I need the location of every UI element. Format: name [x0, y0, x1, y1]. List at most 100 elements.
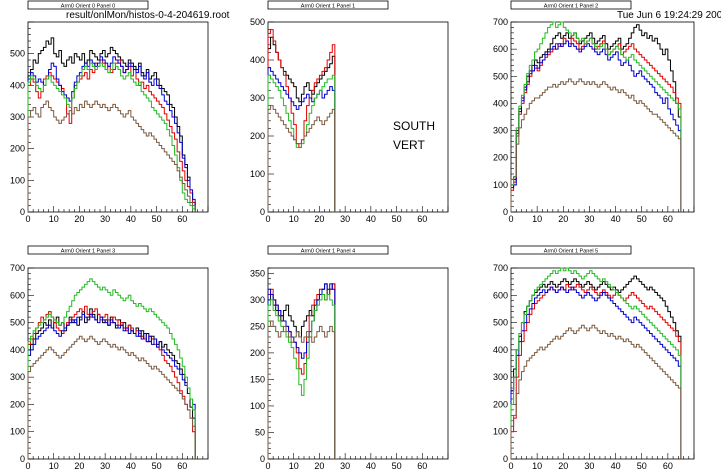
- x-tick-label: 10: [532, 461, 542, 469]
- panel-title-box: [510, 245, 632, 255]
- panel-title: Arm0 Orient 1 Panel 2: [544, 4, 598, 10]
- panel-0: Arm0 Orient 0 Panel 0 0 10 20 30 40 50 60 0 100 20…: [10, 0, 209, 224]
- y-tick-label: 100: [10, 175, 25, 185]
- x-tick-label: 30: [340, 214, 350, 224]
- histogram-series-3: [267, 74, 336, 212]
- y-tick-label: 200: [250, 348, 265, 358]
- x-tick-label: 50: [152, 461, 162, 469]
- y-tick-label: 100: [10, 427, 25, 437]
- histogram-series-2: [267, 283, 336, 459]
- panel-title: Arm0 Orient 1 Panel 1: [301, 4, 355, 10]
- y-tick-label: 600: [10, 290, 25, 300]
- vert-annotation: VERT: [393, 138, 425, 152]
- x-tick-label: 30: [584, 461, 594, 469]
- x-tick-label: 40: [611, 214, 621, 224]
- south-annotation: SOUTH: [393, 119, 435, 133]
- x-tick-label: 40: [126, 214, 136, 224]
- histogram-series-3: [510, 21, 682, 212]
- panel-title-box: [510, 0, 632, 10]
- y-tick-label: 200: [250, 131, 265, 141]
- panel-5: Arm0 Orient 1 Panel 50 10 20 30 40 50 60010020…: [493, 245, 695, 469]
- y-tick-label: 300: [250, 295, 265, 305]
- x-tick-label: 50: [637, 214, 647, 224]
- y-tick-label: 0: [20, 454, 25, 464]
- y-tick-label: 400: [10, 80, 25, 90]
- y-tick-label: 500: [10, 318, 25, 328]
- histogram-series-2: [510, 40, 682, 212]
- x-tick-label: 30: [340, 461, 350, 469]
- histogram-series-2: [27, 313, 196, 459]
- x-tick-label: 60: [177, 461, 187, 469]
- x-tick-label: 10: [49, 461, 59, 469]
- x-tick-label: 60: [177, 214, 187, 224]
- x-tick-label: 20: [314, 461, 324, 469]
- histogram-series-1: [510, 37, 682, 212]
- y-tick-label: 200: [493, 153, 508, 163]
- x-tick-label: 60: [417, 214, 427, 224]
- panel-title-box: [267, 0, 389, 10]
- y-tick-label: 700: [10, 263, 25, 273]
- x-tick-label: 40: [366, 214, 376, 224]
- y-tick-label: 400: [10, 345, 25, 355]
- y-tick-label: 700: [493, 263, 508, 273]
- panel-title-box: [27, 0, 149, 10]
- x-tick-label: 50: [637, 461, 647, 469]
- panel-title: Arm0 Orient 1 Panel 5: [544, 249, 598, 255]
- panel-2: Arm0 Orient 1 Panel 20 10 20 30 40 50 60010020…: [493, 0, 695, 224]
- x-tick-label: 10: [289, 214, 299, 224]
- y-tick-label: 400: [493, 98, 508, 108]
- panel-title-box: [27, 245, 149, 255]
- y-tick-label: 300: [10, 372, 25, 382]
- y-tick-label: 500: [250, 17, 265, 27]
- histogram-series-0: [27, 308, 196, 459]
- x-tick-label: 40: [366, 461, 376, 469]
- y-tick-label: 200: [10, 144, 25, 154]
- y-tick-label: 500: [10, 49, 25, 59]
- x-tick-label: 60: [663, 214, 673, 224]
- histogram-series-4: [267, 320, 336, 459]
- histogram-series-2: [510, 286, 682, 459]
- y-tick-label: 600: [493, 44, 508, 54]
- histogram-series-2: [27, 56, 196, 212]
- x-tick-label: 30: [100, 214, 110, 224]
- x-tick-label: 50: [392, 461, 402, 469]
- x-tick-label: 40: [611, 461, 621, 469]
- y-tick-label: 150: [250, 374, 265, 384]
- panel-4: Arm0 Orient 1 Panel 4 0 10 20 30 40 50 60 0 50 100…: [250, 245, 449, 469]
- plot-frame: [510, 21, 695, 213]
- x-tick-label: 60: [663, 461, 673, 469]
- panel-title-box: [267, 245, 389, 255]
- y-tick-label: 350: [250, 268, 265, 278]
- x-tick-label: 30: [100, 461, 110, 469]
- x-tick-label: 30: [584, 214, 594, 224]
- histogram-series-4: [510, 78, 682, 212]
- x-tick-label: 10: [49, 214, 59, 224]
- y-tick-label: 200: [10, 399, 25, 409]
- plot-frame: [27, 267, 209, 460]
- x-tick-label: 0: [508, 214, 513, 224]
- file-path-label: result/onlMon/histos-0-4-204619.root: [66, 10, 230, 21]
- x-tick-label: 10: [532, 214, 542, 224]
- y-tick-label: 0: [260, 207, 265, 217]
- y-tick-label: 50: [255, 427, 265, 437]
- y-tick-label: 0: [20, 207, 25, 217]
- x-tick-label: 0: [25, 214, 30, 224]
- x-tick-label: 0: [25, 461, 30, 469]
- plot-frame: [510, 267, 695, 460]
- y-tick-label: 0: [260, 454, 265, 464]
- y-tick-label: 500: [493, 71, 508, 81]
- plot-frame: [267, 21, 449, 213]
- x-tick-label: 40: [126, 461, 136, 469]
- panel-1: Arm0 Orient 1 Panel 1 0 10 20 30 40 50 60 0 100 20…: [250, 0, 449, 224]
- histogram-series-4: [27, 335, 196, 459]
- histogram-series-0: [510, 275, 682, 459]
- datetime-label: Tue Jun 6 19:24:29 2006: [617, 10, 721, 21]
- histogram-series-3: [267, 294, 336, 459]
- y-tick-label: 300: [10, 112, 25, 122]
- y-tick-label: 700: [493, 17, 508, 27]
- x-tick-label: 20: [314, 214, 324, 224]
- histogram-series-0: [510, 24, 682, 212]
- y-tick-label: 300: [250, 93, 265, 103]
- plot-frame: [267, 267, 449, 460]
